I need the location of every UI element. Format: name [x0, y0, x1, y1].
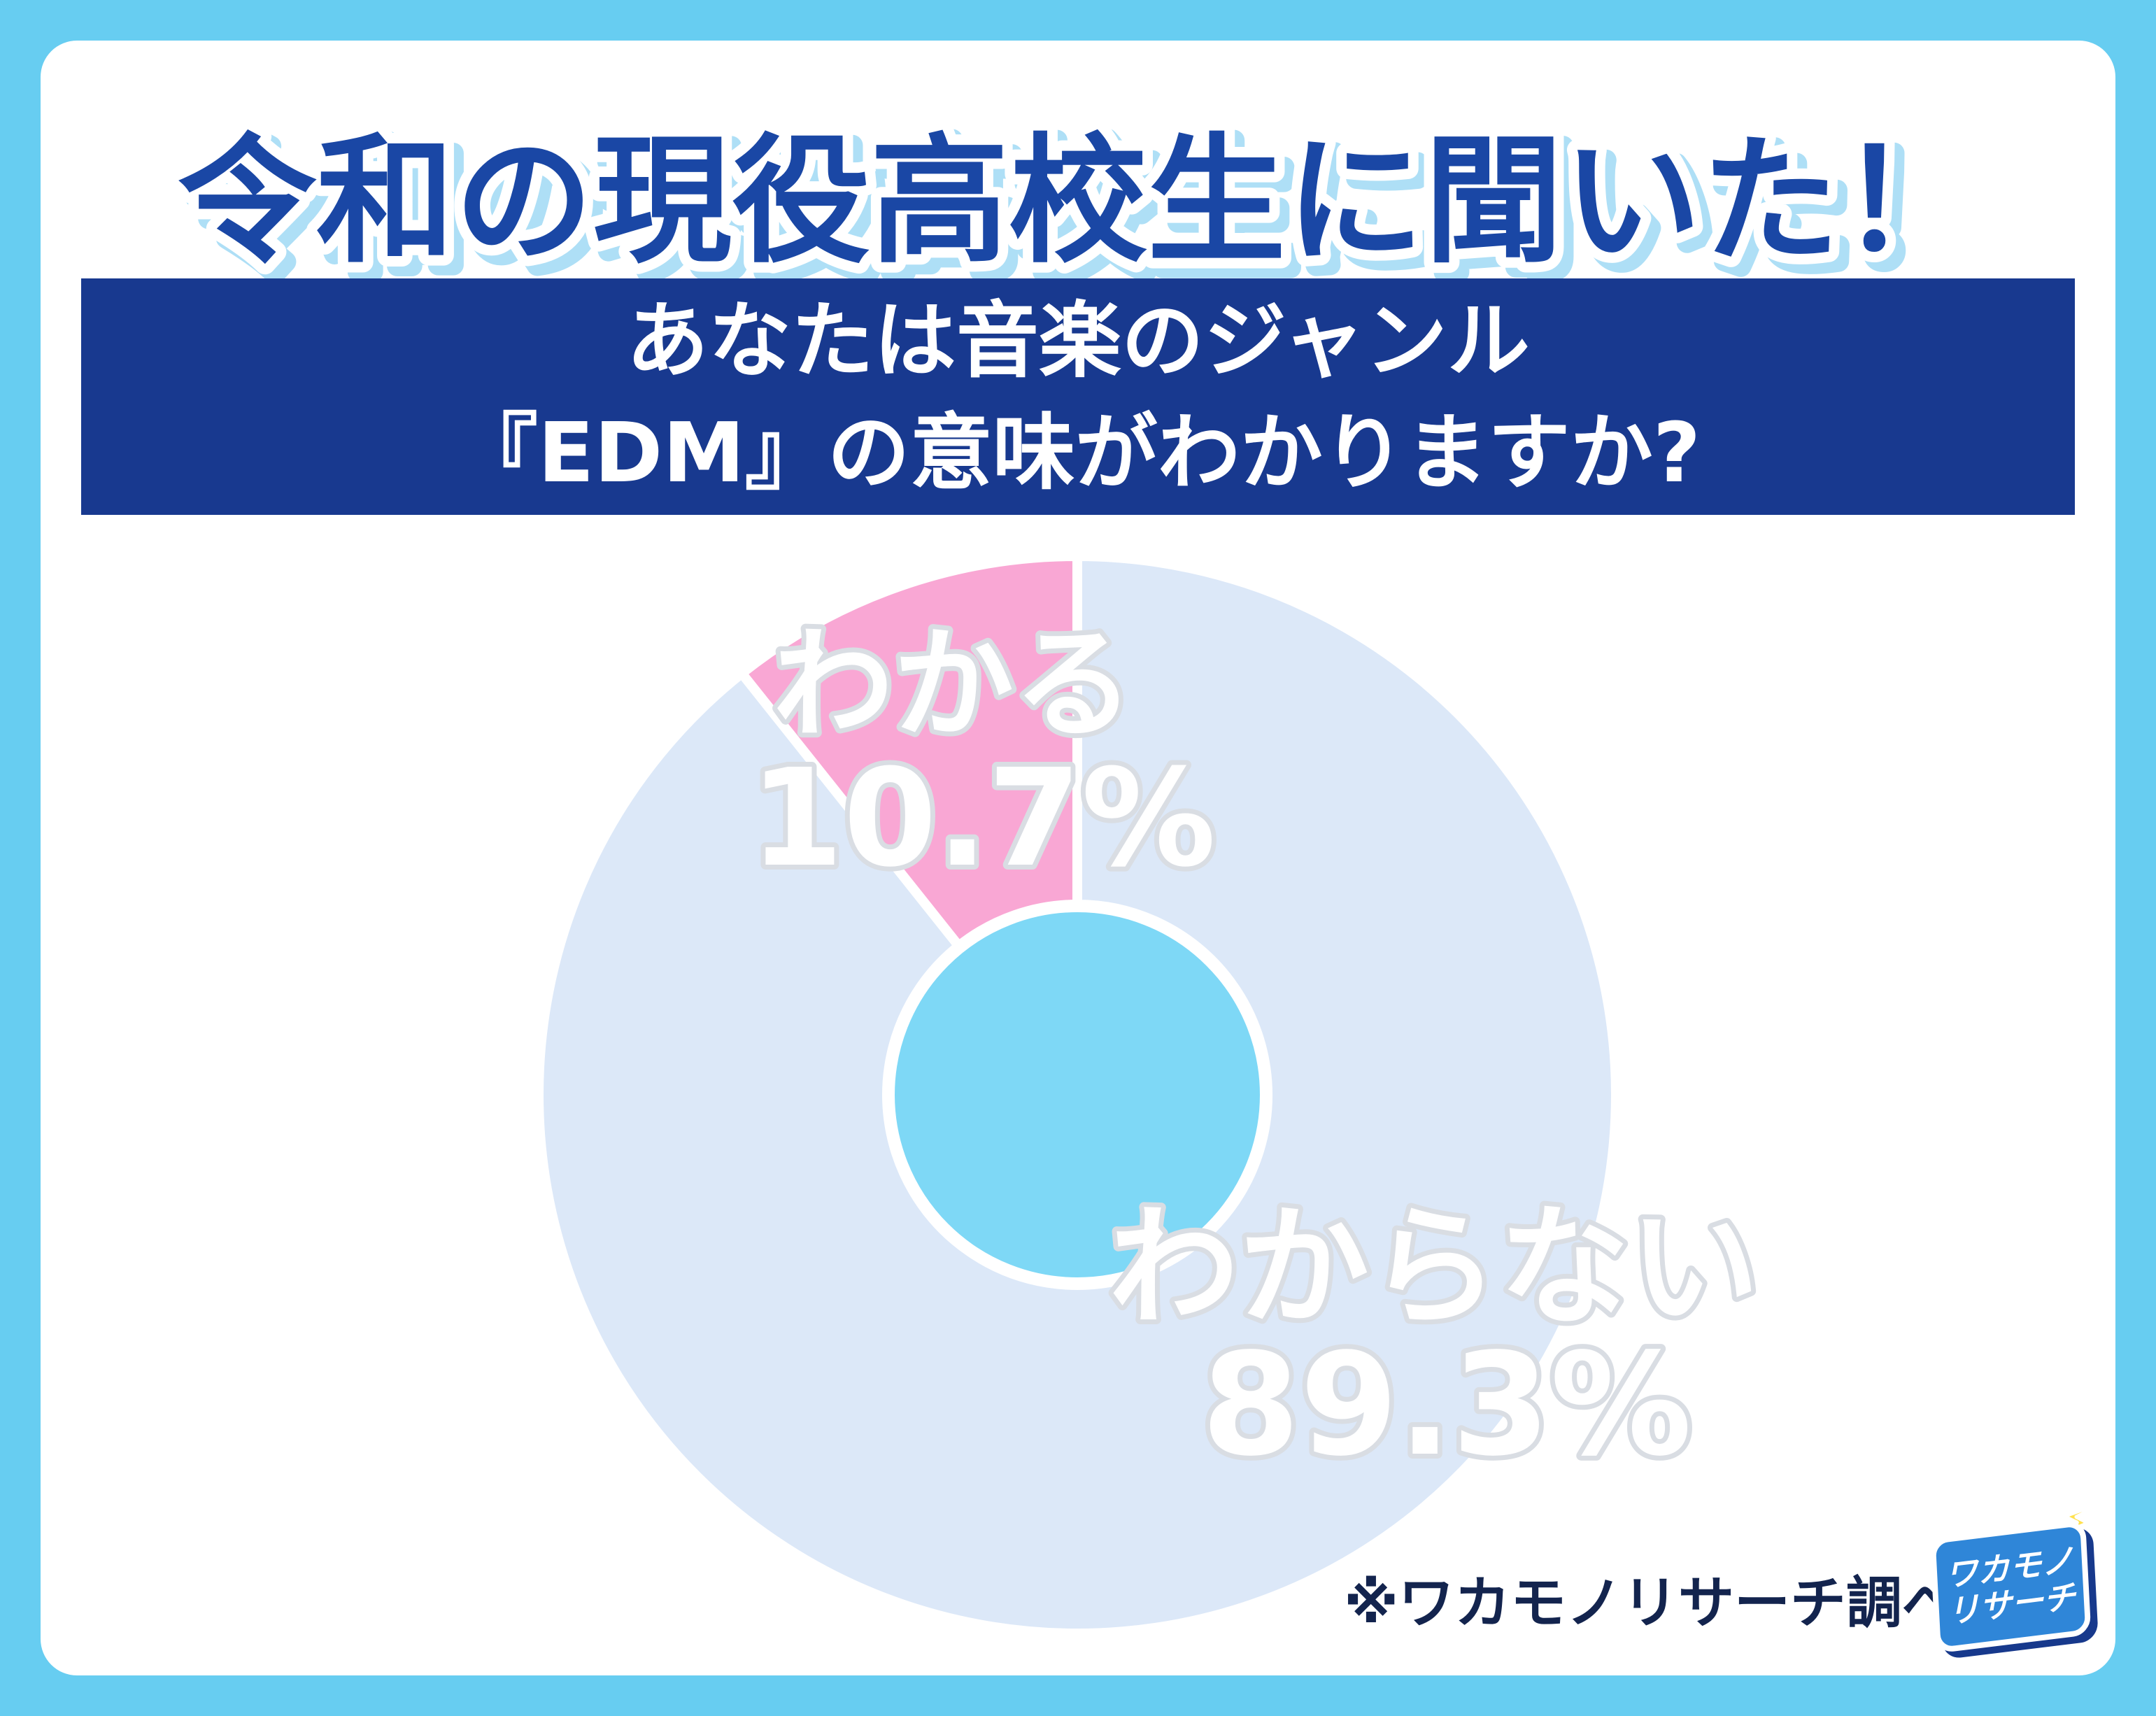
slice-label-wakaru: わかる: [773, 614, 1134, 755]
source-note: ※ワカモノリサーチ調べ: [1344, 1570, 1958, 1636]
page-title-shadow: 令和の現役高校生に聞いた！: [187, 130, 1988, 292]
logo-badge: ワカモノ リサーチ: [1929, 1519, 2092, 1654]
donut-chart-svg: わかる 10.7% わからない 89.3%: [534, 551, 1764, 1638]
donut-chart: わかる 10.7% わからない 89.3%: [525, 542, 1764, 1647]
slice-value-wakaru: 10.7%: [750, 741, 1216, 897]
slice-value-wakaranai: 89.3%: [1202, 1322, 1692, 1487]
wakamono-research-logo: ⚡ ワカモノ リサーチ: [1928, 1491, 2099, 1660]
page-title: 令和の現役高校生に聞いた！ 令和の現役高校生に聞いた！: [167, 110, 1999, 302]
donut-hole: [885, 902, 1270, 1287]
page-title-text: 令和の現役高校生に聞いた！: [178, 120, 1978, 282]
question-line1: あなたは音楽のジャンル: [625, 292, 1531, 389]
donut-slices: [534, 551, 1621, 1638]
question-banner: あなたは音楽のジャンル 『EDM』の意味がわかりますか?: [81, 278, 2075, 515]
infographic-card: 令和の現役高校生に聞いた！ 令和の現役高校生に聞いた！ あなたは音楽のジャンル …: [41, 41, 2115, 1675]
slice-label-wakaranai: わからない: [1109, 1191, 1759, 1343]
question-line2: 『EDM』の意味がわかりますか?: [455, 404, 1701, 501]
